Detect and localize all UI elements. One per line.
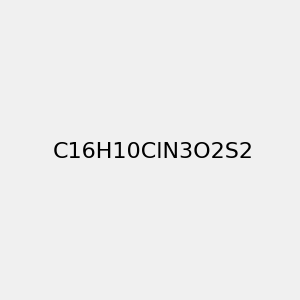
Text: C16H10ClN3O2S2: C16H10ClN3O2S2 <box>53 142 254 161</box>
